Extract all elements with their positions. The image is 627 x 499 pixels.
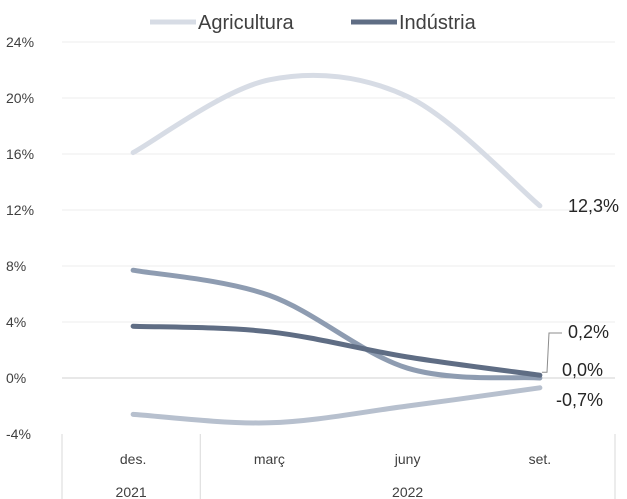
series-line-1: [130, 323, 543, 378]
y-tick-label: 12%: [6, 202, 34, 218]
y-tick-label: -4%: [6, 426, 31, 442]
label-leader-line: [541, 332, 562, 373]
category-label: des.: [120, 451, 146, 467]
end-labels: 12,3% 0,2% 0,0% -0,7%: [541, 196, 619, 410]
y-tick-label: 16%: [6, 146, 34, 162]
series-line-2: [130, 267, 543, 381]
year-group-label: 2021: [116, 484, 147, 499]
y-tick-label: 24%: [6, 34, 34, 50]
y-tick-label: 20%: [6, 90, 34, 106]
category-axis: des. març juny set. 2021 2022: [61, 434, 616, 499]
gridlines: [62, 41, 615, 323]
end-label-0: 12,3%: [568, 196, 619, 216]
y-tick-label: 4%: [6, 314, 26, 330]
series-line-0: [130, 72, 543, 209]
y-tick-label: 0%: [6, 370, 26, 386]
series-line-3: [130, 385, 543, 426]
end-label-2: 0,0%: [562, 360, 603, 380]
y-tick-label: 8%: [6, 258, 26, 274]
end-label-3: -0,7%: [556, 390, 603, 410]
category-label: març: [254, 451, 285, 467]
legend-label: Agricultura: [198, 12, 294, 34]
legend-label: Indústria: [399, 12, 477, 34]
y-tick-labels: 24% 20% 16% 12% 8% 4% 0% -4%: [6, 34, 34, 442]
legend: Agricultura Indústria: [150, 12, 477, 34]
year-group-label: 2022: [392, 484, 423, 499]
end-label-1: 0,2%: [568, 322, 609, 342]
category-label: juny: [394, 451, 421, 467]
series-lines: [130, 72, 543, 426]
category-label: set.: [529, 451, 552, 467]
